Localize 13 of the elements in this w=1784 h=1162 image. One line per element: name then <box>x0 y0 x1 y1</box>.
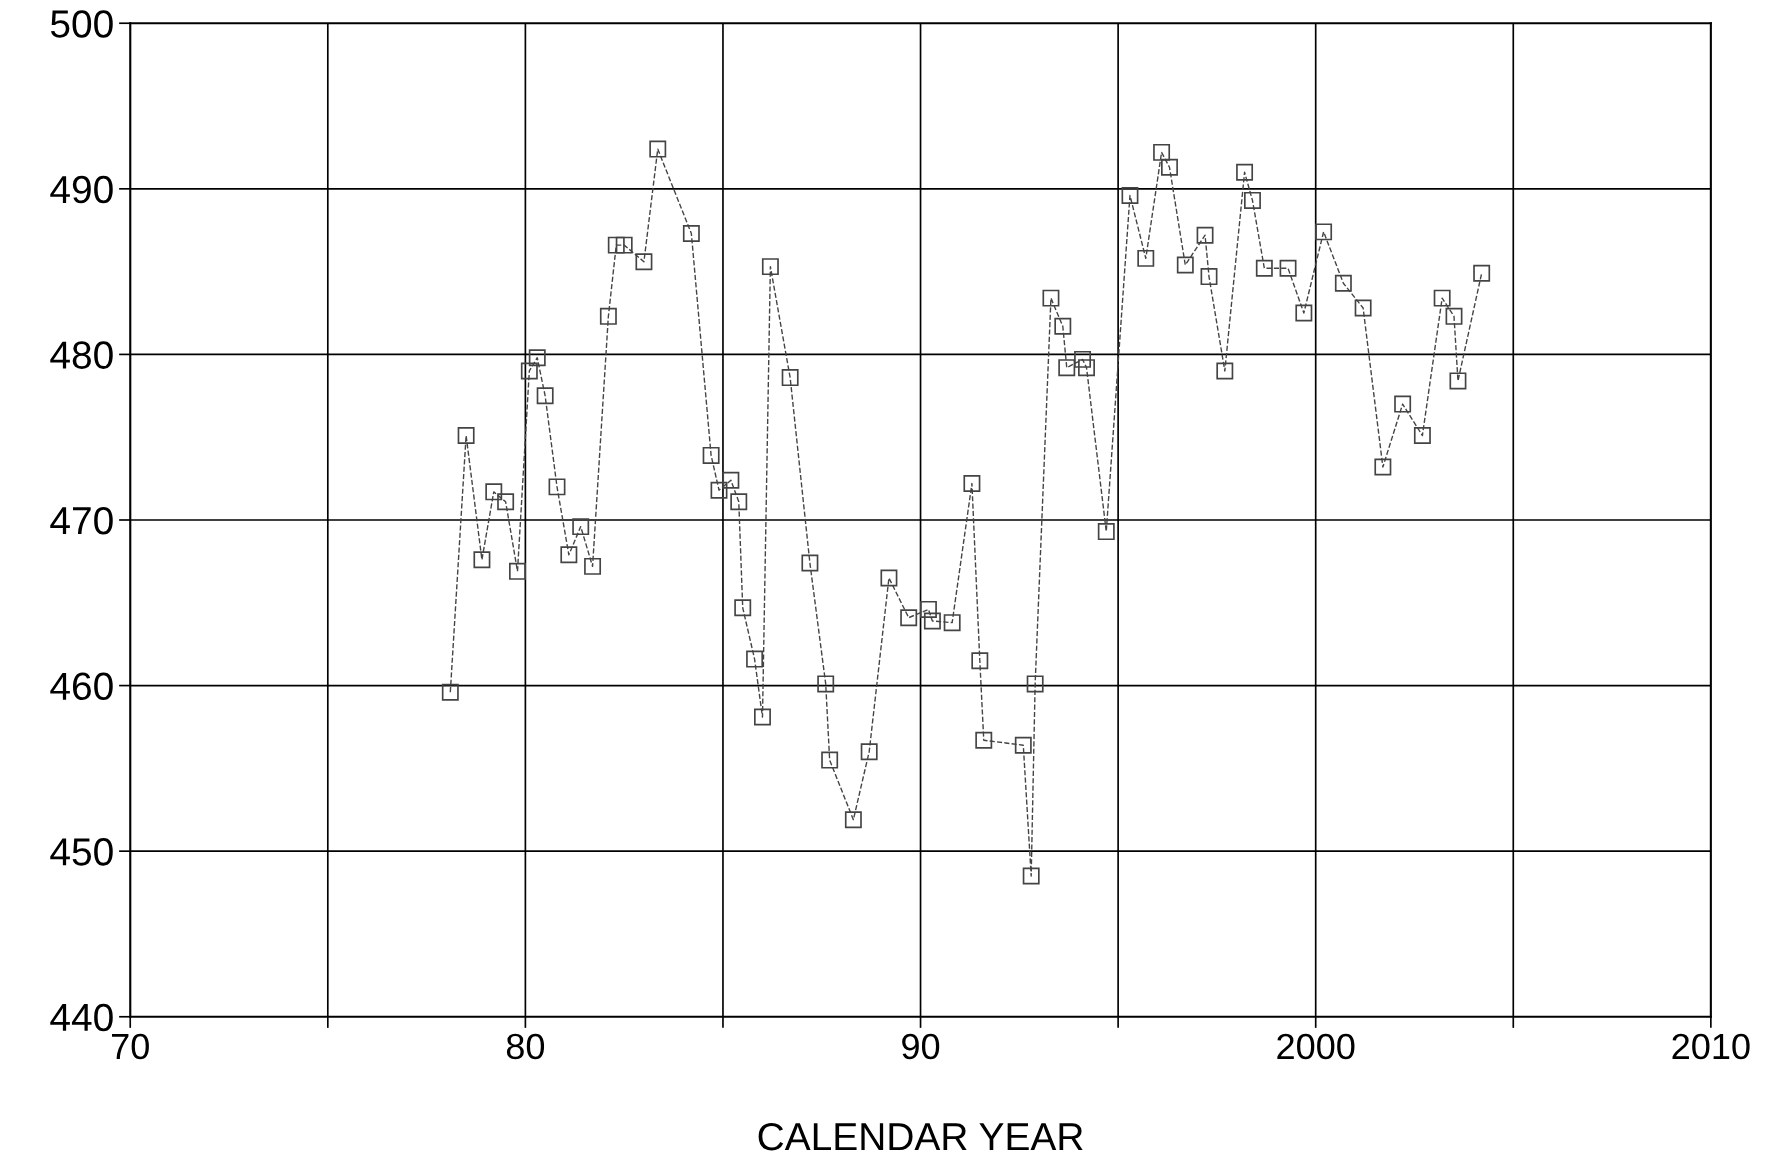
y-tick-label: 500 <box>50 10 113 38</box>
y-tick-label: 490 <box>50 175 113 204</box>
y-tick-label: 470 <box>50 506 113 535</box>
y-tick-label: 450 <box>50 838 113 866</box>
y-tick-label: 440 <box>50 1003 113 1032</box>
x-axis-title: CALENDAR YEAR <box>758 1122 1083 1151</box>
y-tick-label: 460 <box>50 672 113 701</box>
x-tick-label: 2000 <box>1277 1033 1355 1060</box>
x-tick-label: 70 <box>112 1033 149 1060</box>
x-tick-label: 2010 <box>1672 1033 1750 1060</box>
y-tick-label: 480 <box>50 341 113 369</box>
x-tick-label: 80 <box>506 1033 545 1060</box>
x-tick-label: 90 <box>902 1033 940 1060</box>
